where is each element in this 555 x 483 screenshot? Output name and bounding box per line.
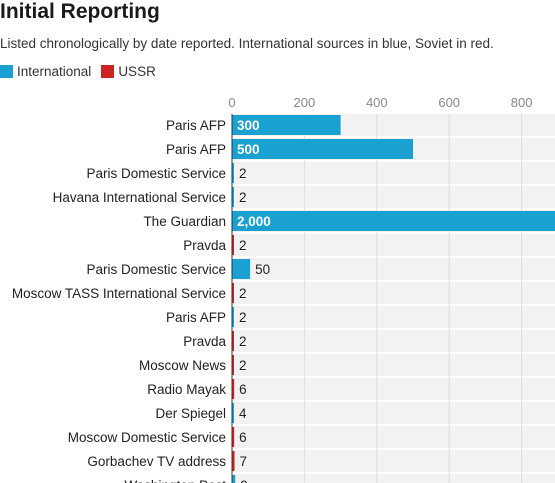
value-label: 2 [239,358,247,373]
chart-subtitle: Listed chronologically by date reported.… [0,36,494,51]
legend: International USSR [0,64,166,79]
bar [232,211,555,231]
row-band [232,330,555,352]
value-label: 50 [255,262,270,277]
category-label: Radio Mayak [147,382,226,397]
value-label: 2,000 [237,214,271,229]
value-label: 2 [239,310,247,325]
row-band [232,186,555,208]
category-label: Moscow TASS International Service [12,286,226,301]
row-band [232,234,555,256]
bar [232,283,234,303]
legend-swatch-international [0,65,13,78]
chart-title: Initial Reporting [0,0,160,23]
x-tick-label: 600 [438,95,460,110]
value-label: 6 [239,430,247,445]
bar [232,475,236,483]
value-label: 500 [237,142,260,157]
bar [232,379,235,399]
value-label: 4 [239,406,247,421]
bar [232,427,235,447]
bar [232,163,234,183]
bar [232,115,341,135]
category-label: Paris AFP [166,118,226,133]
row-band [232,306,555,328]
category-label: Gorbachev TV address [87,454,226,469]
bar [232,235,234,255]
value-label: 7 [240,454,248,469]
x-tick-label: 200 [294,95,316,110]
legend-swatch-ussr [101,65,115,78]
value-label: 2 [239,238,247,253]
value-label: 9 [240,478,248,483]
category-label: Pravda [183,334,226,349]
category-label: Pravda [183,238,226,253]
value-label: 2 [239,334,247,349]
row-band [232,378,555,400]
bar [232,403,234,423]
bar [232,259,251,279]
bar [232,331,234,351]
legend-label-international: International [17,64,92,79]
category-label: Paris AFP [166,142,226,157]
bar [232,139,413,159]
value-label: 2 [239,166,247,181]
row-band [232,474,555,483]
category-label: Der Spiegel [155,406,226,421]
bar [232,307,234,327]
value-label: 2 [239,286,247,301]
category-label: Paris Domestic Service [86,166,226,181]
value-label: 300 [237,118,260,133]
x-tick-label: 400 [366,95,388,110]
row-band [232,402,555,424]
legend-item-international: International [0,64,91,79]
row-band [232,162,555,184]
category-label: Paris AFP [166,310,226,325]
row-band [232,354,555,376]
bar [232,187,234,207]
category-label: The Guardian [143,214,226,229]
category-label: Paris Domestic Service [86,262,226,277]
category-label: Washington Post [124,478,226,483]
row-band [232,258,555,280]
value-label: 6 [239,382,247,397]
category-label: Havana International Service [53,190,226,205]
row-band [232,450,555,472]
category-label: Moscow Domestic Service [68,430,226,445]
row-band [232,282,555,304]
x-tick-label: 0 [228,95,235,110]
bar [232,355,234,375]
legend-label-ussr: USSR [118,64,156,79]
legend-item-ussr: USSR [101,64,156,79]
value-label: 2 [239,190,247,205]
row-band [232,426,555,448]
category-label: Moscow News [139,358,226,373]
x-tick-label: 800 [511,95,533,110]
bar [232,451,235,471]
